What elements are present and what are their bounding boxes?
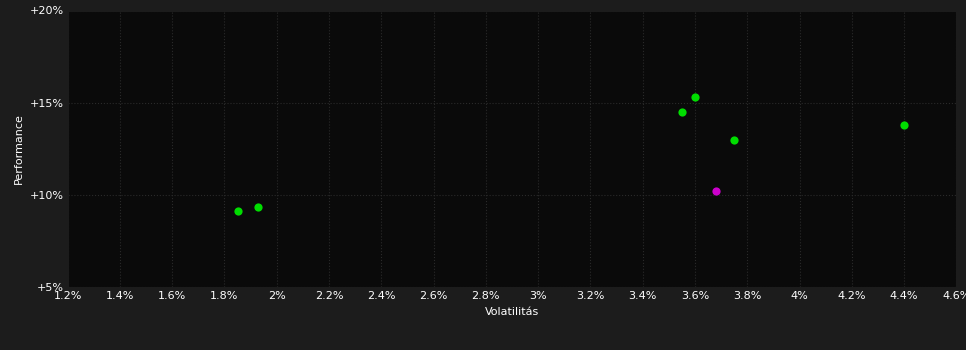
Point (687, 94, 702, 100)
Point (674, 109, 690, 115)
Point (896, 122, 912, 128)
Y-axis label: Performance: Performance (14, 113, 24, 184)
Point (251, 204, 267, 210)
X-axis label: Volatilitás: Volatilitás (485, 307, 539, 317)
Point (726, 137, 742, 142)
Point (230, 209, 245, 214)
Point (708, 188, 724, 194)
